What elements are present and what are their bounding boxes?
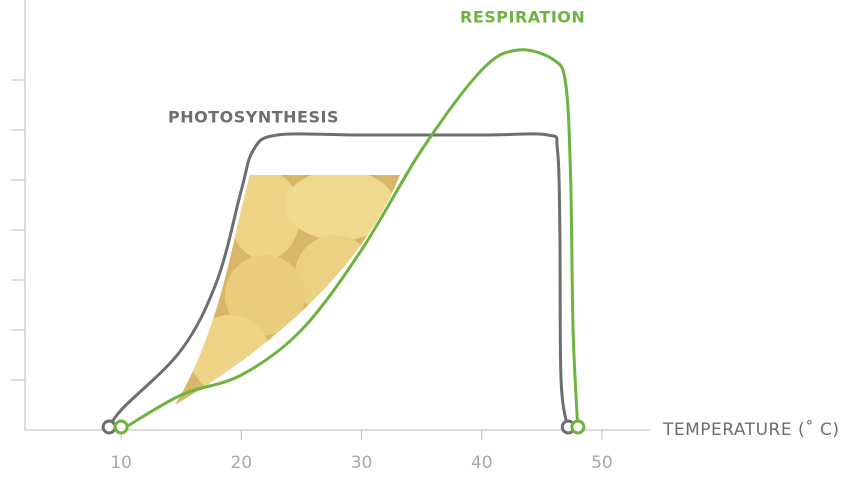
end-marker bbox=[101, 419, 117, 435]
x-tick-label: 50 bbox=[591, 453, 613, 473]
x-tick-label: 10 bbox=[110, 453, 132, 473]
x-tick-label: 20 bbox=[231, 453, 253, 473]
series-line bbox=[107, 132, 570, 431]
series-label: PHOTOSYNTHESIS bbox=[168, 108, 339, 127]
x-tick-label: 30 bbox=[351, 453, 373, 473]
potato-image bbox=[175, 175, 400, 405]
end-marker bbox=[113, 419, 129, 435]
series-line bbox=[120, 48, 580, 432]
x-tick-label: 40 bbox=[471, 453, 493, 473]
end-marker bbox=[570, 419, 586, 435]
x-axis-label: TEMPERATURE (˚ C) bbox=[662, 419, 840, 440]
series-label: RESPIRATION bbox=[460, 8, 585, 27]
